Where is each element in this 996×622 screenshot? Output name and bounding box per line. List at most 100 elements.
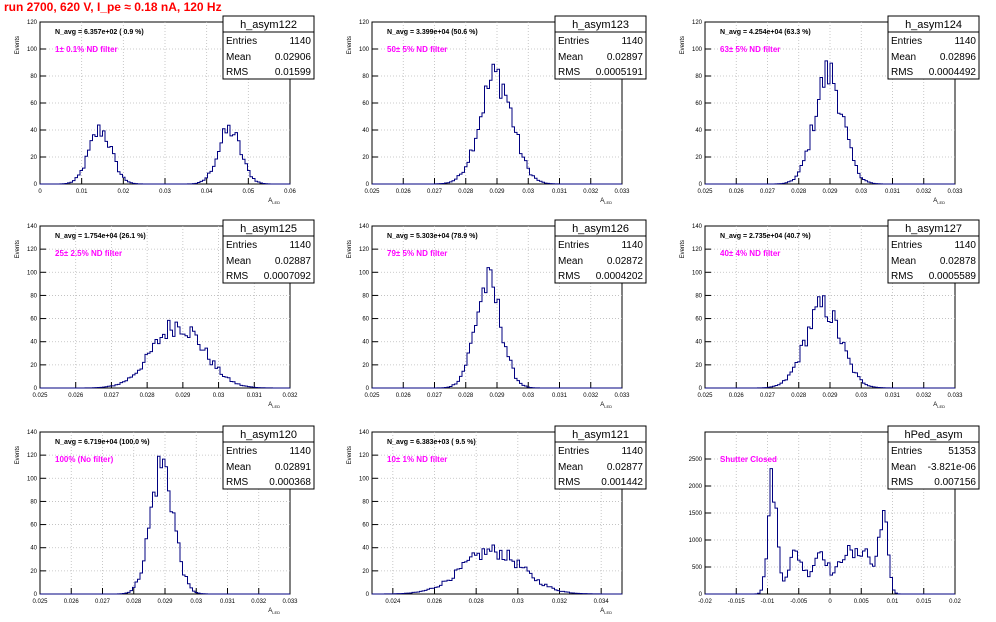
x-tick-label: 0.029 xyxy=(489,189,505,195)
x-axis-subscript: LED xyxy=(604,404,612,409)
x-axis-subscript: LED xyxy=(272,610,280,615)
y-tick-label: 60 xyxy=(30,317,37,323)
histogram-name: h_asym126 xyxy=(572,223,629,235)
histogram-series xyxy=(371,544,623,595)
x-axis-title: ALED xyxy=(600,402,612,409)
y-tick-label: 20 xyxy=(695,155,702,161)
x-tick-label: 0.026 xyxy=(729,393,745,399)
x-tick-label: 0.03 xyxy=(855,189,867,195)
x-tick-label: 0.032 xyxy=(552,599,568,605)
stats-rms-value: 0.0004492 xyxy=(929,67,977,78)
x-tick-label: 0.031 xyxy=(247,393,263,399)
x-tick-label: 0.031 xyxy=(220,599,236,605)
filter-note: 100% (No filter) xyxy=(55,455,114,464)
filter-note: 40± 4% ND filter xyxy=(720,249,780,258)
stats-box xyxy=(554,219,647,284)
x-tick-label: 0.029 xyxy=(489,393,505,399)
y-tick-label: 80 xyxy=(30,499,37,505)
x-tick-label: 0.03 xyxy=(159,189,171,195)
stats-entries-label: Entries xyxy=(558,446,589,457)
histogram-hPed_asym: -0.02 -0.015 -0.01 -0.005 0 0.005 0.01 0.015 0.0… xyxy=(689,425,980,605)
stats-box xyxy=(222,219,315,284)
x-tick-label: 0.033 xyxy=(947,393,963,399)
y-tick-label: 100 xyxy=(692,270,703,276)
x-tick-label: 0.028 xyxy=(140,393,156,399)
stats-mean-value: 0.02906 xyxy=(275,52,312,63)
x-tick-label: 0.03 xyxy=(213,393,225,399)
x-tick-label: 0.03 xyxy=(855,393,867,399)
y-tick-label: 80 xyxy=(30,74,37,80)
x-tick-label: 0.005 xyxy=(854,599,870,605)
stats-rms-value: 0.01599 xyxy=(275,67,312,78)
histogram-name: h_asym123 xyxy=(572,19,629,31)
stats-entries-label: Entries xyxy=(558,36,589,47)
histogram-name: h_asym122 xyxy=(240,19,297,31)
navg-label: N_avg = 2.735e+04 (40.7 %) xyxy=(720,233,811,240)
x-tick-label: 0.027 xyxy=(95,599,111,605)
histogram-h_asym124: 0.025 0.026 0.027 0.028 0.029 0.03 0.031 0.032 0… xyxy=(680,15,980,205)
stats-mean-label: Mean xyxy=(891,52,916,63)
x-tick-label: 0.025 xyxy=(697,393,713,399)
y-tick-label: 80 xyxy=(362,74,369,80)
x-tick-label: 0.025 xyxy=(364,393,380,399)
y-tick-label: 2000 xyxy=(689,484,703,490)
y-tick-label: 0 xyxy=(34,182,38,188)
y-tick-label: 140 xyxy=(692,224,703,230)
y-tick-label: 60 xyxy=(695,317,702,323)
x-tick-label: 0.028 xyxy=(791,393,807,399)
y-tick-label: 60 xyxy=(695,101,702,107)
y-tick-label: 100 xyxy=(359,47,370,53)
stats-rms-label: RMS xyxy=(226,271,249,282)
y-tick-label: 20 xyxy=(30,155,37,161)
x-tick-label: 0.033 xyxy=(947,189,963,195)
y-tick-label: 40 xyxy=(30,128,37,134)
stats-mean-label: Mean xyxy=(226,256,251,267)
stats-mean-value: 0.02891 xyxy=(275,462,312,473)
x-tick-label: 0.027 xyxy=(427,189,443,195)
navg-label: N_avg = 4.254e+04 (63.3 %) xyxy=(720,29,811,36)
stats-rms-label: RMS xyxy=(891,271,914,282)
stats-mean-label: Mean xyxy=(891,462,916,473)
x-axis-subscript: LED xyxy=(272,200,280,205)
stats-mean-value: 0.02877 xyxy=(607,462,644,473)
x-tick-label: 0.06 xyxy=(284,189,296,195)
x-tick-label: 0.026 xyxy=(729,189,745,195)
histogram-h_asym121: 0.024 0.026 0.028 0.03 0.032 0.034 0 20 40 60 80 10… xyxy=(347,425,647,615)
stats-entries-value: 1140 xyxy=(621,36,643,47)
x-tick-label: 0.033 xyxy=(282,599,298,605)
y-tick-label: 0 xyxy=(34,386,38,392)
stats-rms-label: RMS xyxy=(891,67,914,78)
stats-entries-value: 1140 xyxy=(289,240,311,251)
y-tick-label: 20 xyxy=(30,569,37,575)
y-tick-label: 20 xyxy=(362,363,369,369)
x-tick-label: 0.025 xyxy=(697,189,713,195)
histogram-name: hPed_asym xyxy=(904,429,962,441)
x-tick-label: 0.02 xyxy=(949,599,961,605)
y-tick-label: 2500 xyxy=(689,457,703,463)
x-tick-label: 0.032 xyxy=(916,393,932,399)
x-tick-label: 0.032 xyxy=(251,599,267,605)
x-tick-label: 0.01 xyxy=(76,189,88,195)
x-tick-label: 0.028 xyxy=(791,189,807,195)
x-tick-label: 0.026 xyxy=(64,599,80,605)
x-tick-label: 0 xyxy=(38,189,42,195)
stats-entries-label: Entries xyxy=(558,240,589,251)
y-tick-label: 0 xyxy=(699,386,703,392)
stats-rms-value: 0.0004202 xyxy=(596,271,644,282)
x-tick-label: 0.04 xyxy=(201,189,213,195)
histogram-h_asym120: 0.025 0.026 0.027 0.028 0.029 0.03 0.031 0.032 0… xyxy=(15,425,315,615)
stats-mean-value: -3.821e-06 xyxy=(928,462,977,473)
filter-note: 1± 0.1% ND filter xyxy=(55,45,118,54)
stats-rms-value: 0.007156 xyxy=(934,477,976,488)
histogram-series xyxy=(372,267,622,389)
y-tick-label: 60 xyxy=(362,317,369,323)
stats-entries-label: Entries xyxy=(891,240,922,251)
x-tick-label: 0.027 xyxy=(760,393,776,399)
x-tick-label: 0.028 xyxy=(458,393,474,399)
stats-mean-label: Mean xyxy=(226,462,251,473)
y-tick-label: 40 xyxy=(362,128,369,134)
y-tick-label: 140 xyxy=(27,224,38,230)
x-tick-label: 0.03 xyxy=(190,599,202,605)
x-tick-label: 0.028 xyxy=(469,599,485,605)
x-tick-label: 0.027 xyxy=(427,393,443,399)
